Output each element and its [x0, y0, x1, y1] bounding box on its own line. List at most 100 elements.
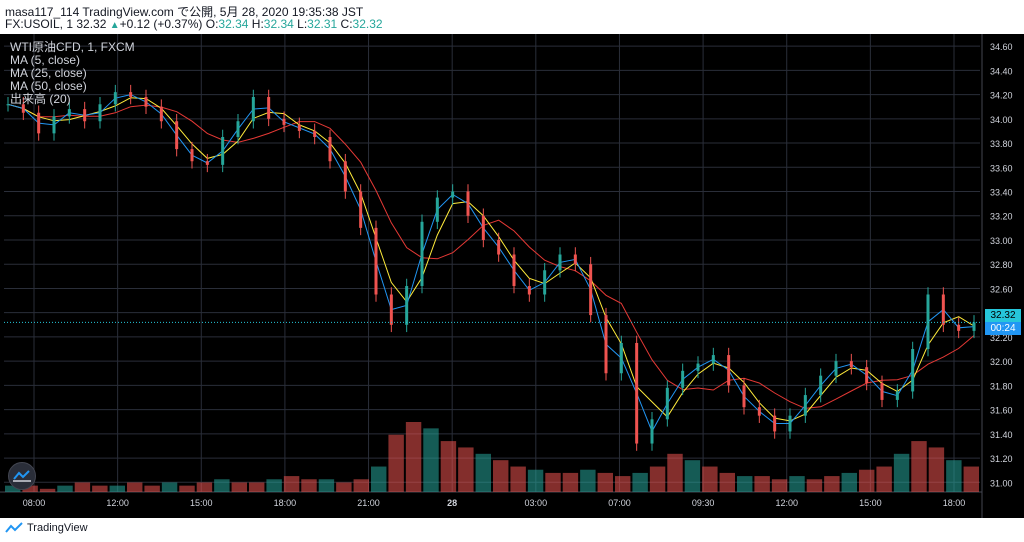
volume-bar — [458, 447, 474, 492]
candle-body — [98, 104, 102, 122]
volume-bar — [249, 482, 265, 492]
y-tick-label: 33.20 — [990, 212, 1013, 222]
chart-legend: WTI原油CFD, 1, FXCM MA (5, close) MA (25, … — [10, 41, 135, 106]
brand[interactable]: TradingView — [5, 522, 88, 534]
candle-body — [159, 106, 163, 122]
volume-bar — [719, 472, 735, 492]
volume-bar — [893, 453, 910, 492]
volume-bar — [684, 460, 701, 492]
candle-body — [543, 270, 547, 295]
volume-bar — [928, 447, 945, 492]
candle-body — [144, 97, 148, 107]
volume-bar — [963, 466, 979, 492]
volume-bar — [737, 476, 753, 492]
volume-bar — [371, 466, 387, 492]
candle-body — [788, 415, 792, 432]
publish-info: masa117_114 TradingView.com で公開, 5月 28, … — [5, 5, 364, 19]
candle-body — [52, 116, 56, 134]
candle-body — [512, 254, 516, 287]
candle-body — [190, 149, 194, 162]
volume-bar — [92, 485, 108, 492]
volume-bar — [615, 476, 631, 492]
volume-bar — [5, 485, 21, 492]
close-label: C: — [340, 17, 353, 31]
symbol-label: FX:USOIL, 1 — [5, 17, 74, 31]
volume-bar — [179, 485, 195, 492]
y-tick-label: 33.00 — [990, 236, 1013, 246]
y-tick-label: 34.00 — [990, 115, 1013, 125]
volume-bar — [771, 479, 788, 492]
candle-body — [205, 161, 209, 165]
candle-body — [420, 221, 424, 287]
candle-body — [865, 367, 869, 383]
low-value: 32.31 — [307, 17, 338, 31]
volume-bar — [789, 476, 805, 492]
candle-body — [773, 415, 777, 432]
candle-body — [803, 395, 807, 416]
volume-bar — [841, 472, 857, 492]
candle-body — [497, 239, 501, 255]
candle-body — [129, 92, 133, 98]
legend-ma5[interactable]: MA (5, close) — [10, 53, 81, 67]
volume-bar — [127, 482, 143, 492]
volume-bar — [266, 479, 282, 492]
candle-body — [466, 191, 470, 216]
candle-body — [451, 191, 455, 198]
candle-body — [880, 382, 884, 400]
y-tick-label: 34.40 — [990, 66, 1013, 76]
x-tick-label: 15:00 — [190, 498, 213, 508]
volume-bar — [667, 453, 683, 492]
candle-body — [374, 227, 378, 295]
volume-bar — [22, 485, 38, 492]
close-value: 32.32 — [352, 17, 383, 31]
x-tick-label: 03:00 — [525, 498, 548, 508]
candle-body — [681, 370, 685, 388]
candle-body — [711, 355, 715, 364]
y-tick-label: 34.20 — [990, 91, 1013, 101]
legend-ma25[interactable]: MA (25, close) — [10, 66, 87, 80]
candle-body — [819, 375, 823, 396]
y-tick-label: 31.60 — [990, 406, 1013, 416]
candle-body — [604, 315, 608, 374]
high-label: H: — [251, 17, 264, 31]
chart-pane[interactable]: 34.60 34.40 34.20 34.00 33.80 33.60 33.40 33.20… — [0, 34, 1024, 518]
volume-bar — [39, 488, 56, 492]
candle-body — [221, 136, 225, 165]
candle-body — [481, 215, 485, 240]
y-tick-label: 34.60 — [990, 42, 1013, 52]
volume-bar — [161, 482, 178, 492]
candle-body — [313, 130, 317, 137]
x-tick-label: 28 — [447, 498, 457, 508]
candle-body — [405, 286, 409, 325]
candle-body — [113, 92, 117, 105]
open-value: 32.34 — [218, 17, 249, 31]
volume-bar — [702, 466, 718, 492]
volume-bar — [806, 479, 823, 492]
last-price-tag: 32.32 — [985, 309, 1021, 322]
volume-bar — [859, 469, 875, 492]
countdown-tag: 00:24 — [985, 322, 1021, 335]
x-tick-label: 08:00 — [23, 498, 46, 508]
legend-ma50[interactable]: MA (50, close) — [10, 79, 87, 93]
y-tick-label: 33.40 — [990, 188, 1013, 198]
y-tick-label: 31.20 — [990, 454, 1013, 464]
low-label: L: — [297, 17, 308, 31]
last-price: 32.32 — [76, 17, 107, 31]
volume-bar — [580, 469, 596, 492]
volume-bar — [423, 428, 439, 492]
candle-body — [849, 361, 853, 368]
open-label: O: — [205, 17, 219, 31]
volume-bar — [754, 476, 770, 492]
volume-bar — [527, 469, 544, 492]
high-value: 32.34 — [263, 17, 294, 31]
x-tick-label: 15:00 — [859, 498, 882, 508]
tradingview-badge-icon[interactable] — [8, 462, 36, 490]
volume-bar — [475, 453, 491, 492]
brand-label: TradingView — [27, 522, 88, 534]
x-tick-label: 07:00 — [608, 498, 631, 508]
candle-body — [589, 264, 593, 316]
legend-volume[interactable]: 出来高 (20) — [10, 92, 71, 106]
x-tick-label: 18:00 — [943, 498, 966, 508]
price-chart-svg[interactable]: 34.60 34.40 34.20 34.00 33.80 33.60 33.40 33.20… — [0, 34, 1024, 518]
price-change: +0.12 (+0.37%) — [119, 17, 203, 31]
